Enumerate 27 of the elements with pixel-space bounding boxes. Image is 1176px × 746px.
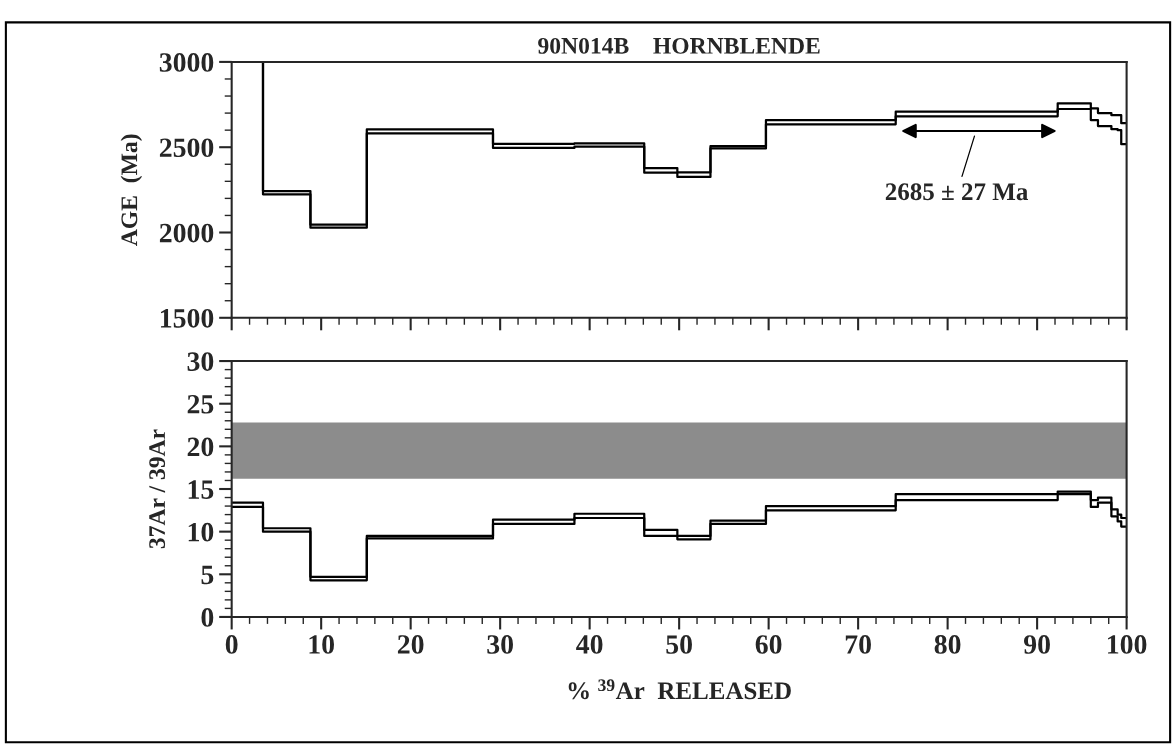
y-tick-label: 0: [201, 608, 214, 627]
y-tick-label: 3000: [159, 53, 214, 72]
x-tick-label: 10: [309, 635, 334, 654]
y-axis-title: 37Ar / 39Ar: [149, 429, 166, 549]
x-tick-label: 20: [397, 635, 424, 654]
x-tick-label: 30: [487, 635, 513, 654]
y-tick-label: 25: [187, 394, 214, 414]
y-tick-label: 10: [188, 522, 214, 542]
chart-title: 90N014B HORNBLENDE: [538, 37, 820, 54]
y-tick-label: 1500: [160, 308, 214, 328]
x-tick-label: 0: [225, 635, 238, 654]
y-tick-label: 15: [188, 480, 214, 499]
annotation: 2685 ± 27 Ma: [885, 183, 1028, 201]
x-tick-label: 90: [1023, 635, 1050, 654]
y-tick-label: 20: [187, 437, 214, 457]
x-axis-title: % $^{39}$Ar RELEASED: [568, 679, 791, 700]
y-tick-label: 2000: [159, 223, 214, 243]
x-tick-label: 80: [934, 635, 961, 654]
x-tick-label: 40: [576, 635, 603, 654]
y-axis-title: AGE (Ma): [120, 134, 143, 247]
x-tick-label: 100: [1108, 635, 1147, 654]
x-tick-label: 50: [666, 635, 692, 654]
y-tick-label: 2500: [159, 138, 214, 158]
y-tick-label: 30: [187, 352, 214, 371]
y-tick-label: 5: [201, 565, 214, 585]
x-tick-label: 60: [755, 635, 782, 654]
x-tick-label: 70: [845, 635, 871, 654]
